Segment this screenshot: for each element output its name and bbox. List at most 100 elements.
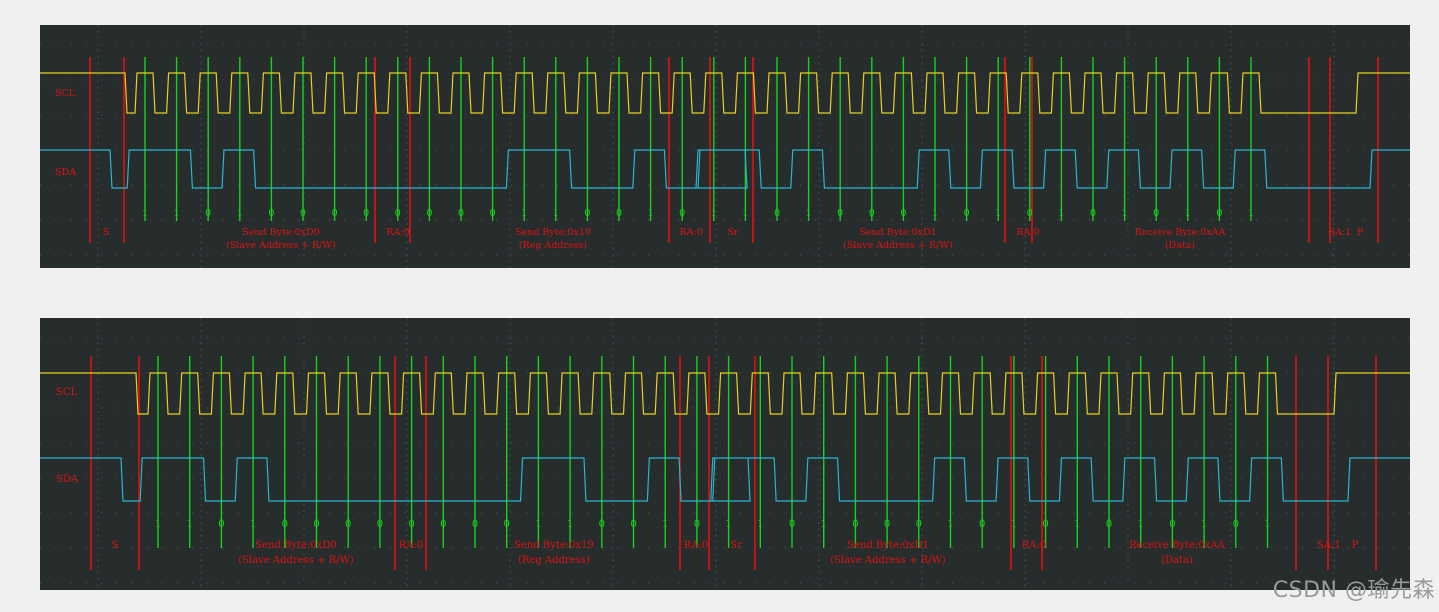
scl-waveform <box>40 72 1410 114</box>
bit-value: 0 <box>774 208 780 219</box>
frame-annotation: SA:1 <box>1317 540 1341 551</box>
bit-value: 1 <box>1185 208 1191 219</box>
bit-value: 0 <box>268 208 274 219</box>
bit-value: 0 <box>332 208 338 219</box>
frame-annotation: RA:0 <box>386 227 409 238</box>
bit-value: 0 <box>313 519 319 530</box>
bit-value: 1 <box>995 208 1001 219</box>
watermark: CSDN @瑜先森 <box>1272 578 1435 603</box>
bit-value: 1 <box>742 208 748 219</box>
frame-annotation: Send Byte:0xD0 <box>255 540 336 551</box>
bit-sample-markers <box>157 356 1269 548</box>
frame-annotation: Send Byte:0xD1 <box>859 227 936 238</box>
bit-value: 0 <box>1090 208 1096 219</box>
bit-value: 0 <box>679 208 685 219</box>
frame-annotation: S <box>103 227 110 238</box>
frame-annotation-detail: (Reg Address) <box>519 240 587 251</box>
bit-value: 0 <box>630 519 636 530</box>
sda-waveform <box>40 149 1410 189</box>
frame-annotation-detail: (Slave Address + R/W) <box>238 555 354 566</box>
bit-value: 0 <box>490 208 496 219</box>
bit-value: 1 <box>806 208 812 219</box>
frame-annotation: Sr <box>730 540 742 551</box>
frame-annotation-detail: (Slave Address + R/W) <box>843 240 953 251</box>
bit-value: 0 <box>458 208 464 219</box>
frame-annotation: RA:0 <box>399 540 423 551</box>
bit-value: 0 <box>584 208 590 219</box>
bit-value: 0 <box>282 519 288 530</box>
bit-value: 0 <box>504 519 510 530</box>
bit-value: 0 <box>205 208 211 219</box>
bit-value: 1 <box>725 519 731 530</box>
bit-value: 0 <box>363 208 369 219</box>
bit-value: 1 <box>648 208 654 219</box>
scope-capture-top: SCL SDA 1 1 0 1 0 0 0 0 0 0 0 0 1 1 0 0 1 0 1 1 0 1 0 0 0 1 0 1 0 1 0 1 0 1… <box>40 25 1410 268</box>
bit-value: 1 <box>521 208 527 219</box>
bit-value: 0 <box>408 519 414 530</box>
bit-value: 1 <box>947 519 953 530</box>
bit-value: 1 <box>142 208 148 219</box>
scl-waveform <box>40 372 1410 415</box>
bit-value: 0 <box>1042 519 1048 530</box>
frame-annotation: RA:0 <box>684 540 708 551</box>
bit-sample-markers <box>144 57 1252 221</box>
bit-value: 0 <box>345 519 351 530</box>
frame-annotation-detail: (Reg Address) <box>518 555 590 566</box>
bit-value: 1 <box>553 208 559 219</box>
bit-value: 1 <box>1122 208 1128 219</box>
bit-value: 0 <box>900 208 906 219</box>
frame-annotation: Send Byte:0xD0 <box>242 227 319 238</box>
frame-annotation: P <box>1352 540 1359 551</box>
bit-value: 0 <box>884 519 890 530</box>
channel-label-sda: SDA <box>55 167 76 178</box>
bit-value: 0 <box>616 208 622 219</box>
bit-value: 0 <box>1169 519 1175 530</box>
bit-value: 1 <box>155 519 161 530</box>
frame-annotation: Receive Byte:0xAA <box>1129 540 1225 551</box>
bit-value: 0 <box>1106 519 1112 530</box>
channel-label-sda: SDA <box>56 474 79 485</box>
bit-value: 0 <box>300 208 306 219</box>
frame-annotation-detail: (Data) <box>1161 555 1193 566</box>
sda-waveform <box>40 457 1410 502</box>
bit-value: 0 <box>789 519 795 530</box>
frame-annotation-detail: (Slave Address + R/W) <box>226 240 336 251</box>
bit-value: 1 <box>567 519 573 530</box>
bit-value: 0 <box>440 519 446 530</box>
bit-value: 0 <box>1153 208 1159 219</box>
frame-boundary-markers <box>90 356 1377 570</box>
i2c-timing-diagram-top: SCL SDA 1 1 0 1 0 0 0 0 0 0 0 0 1 1 0 0 1 0 1 1 0 1 0 0 0 1 0 1 0 1 0 1 0 1… <box>40 25 1410 268</box>
bit-value: 0 <box>916 519 922 530</box>
frame-annotation: RA:0 <box>1022 540 1046 551</box>
frame-annotation: SA:1 <box>1329 227 1352 238</box>
frame-annotation: RA:0 <box>1016 227 1039 238</box>
frame-annotation: P <box>1357 227 1364 238</box>
bit-value: 1 <box>662 519 668 530</box>
bit-value: 0 <box>472 519 478 530</box>
frame-annotation-detail: (Data) <box>1165 240 1195 251</box>
bit-value: 1 <box>1201 519 1207 530</box>
bit-value: 0 <box>218 519 224 530</box>
bit-value: 1 <box>535 519 541 530</box>
bit-value: 1 <box>1074 519 1080 530</box>
bit-value: 1 <box>174 208 180 219</box>
frame-annotation: Receive Byte:0xAA <box>1135 227 1226 238</box>
channel-label-scl: SCL <box>55 88 76 99</box>
bit-value: 0 <box>377 519 383 530</box>
bit-value: 1 <box>1264 519 1270 530</box>
bit-value: 0 <box>426 208 432 219</box>
bit-value: 1 <box>250 519 256 530</box>
bit-value: 1 <box>187 519 193 530</box>
frame-annotation: Send Byte:0x19 <box>515 227 591 238</box>
bit-value: 1 <box>711 208 717 219</box>
bit-value: 1 <box>1138 519 1144 530</box>
bit-value: 1 <box>237 208 243 219</box>
frame-annotation: Send Byte:0x19 <box>514 540 594 551</box>
frame-annotation: RA:0 <box>679 227 702 238</box>
scope-capture-bottom: SCL SDA 1 1 0 1 0 0 0 0 0 0 0 0 1 1 0 0 1 0 1 1 0 1 0 0 0 1 0 1 0 1 0 1 0 1… <box>40 318 1410 590</box>
bit-value: 0 <box>395 208 401 219</box>
frame-annotation: S <box>112 540 119 551</box>
bit-value: 0 <box>852 519 858 530</box>
bit-value: 0 <box>837 208 843 219</box>
channel-label-scl: SCL <box>56 387 78 398</box>
